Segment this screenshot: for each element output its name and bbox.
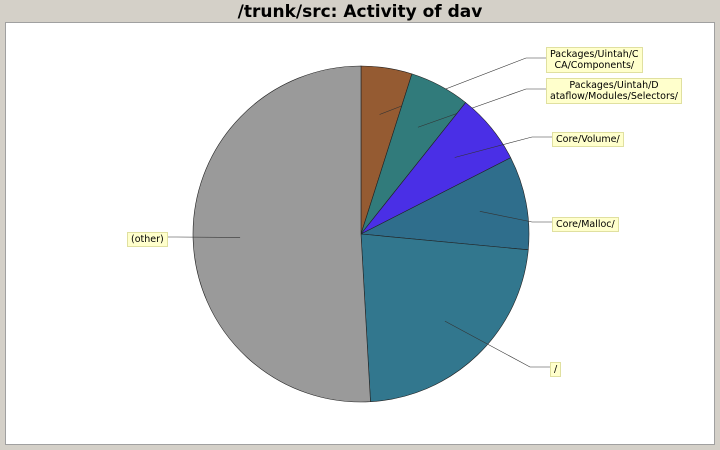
slice-label: (other) <box>127 232 168 247</box>
slice-label: / <box>550 362 562 377</box>
slice-label: Packages/Uintah/D ataflow/Modules/Select… <box>546 78 683 104</box>
pie-chart <box>167 57 552 403</box>
slice-label: Core/Malloc/ <box>552 217 619 232</box>
pie-slice <box>192 65 371 403</box>
pie-slice <box>360 233 529 403</box>
leader-line <box>417 88 546 128</box>
plot-area: Packages/Uintah/C CA/Components/Packages… <box>5 22 715 445</box>
pie-slice <box>359 157 530 251</box>
slice-label: Packages/Uintah/C CA/Components/ <box>546 47 643 73</box>
leader-line <box>479 211 552 223</box>
slice-label: Core/Volume/ <box>552 132 624 147</box>
leader-line <box>444 320 550 368</box>
leader-line <box>454 136 552 158</box>
chart-title: /trunk/src: Activity of dav <box>237 2 483 22</box>
